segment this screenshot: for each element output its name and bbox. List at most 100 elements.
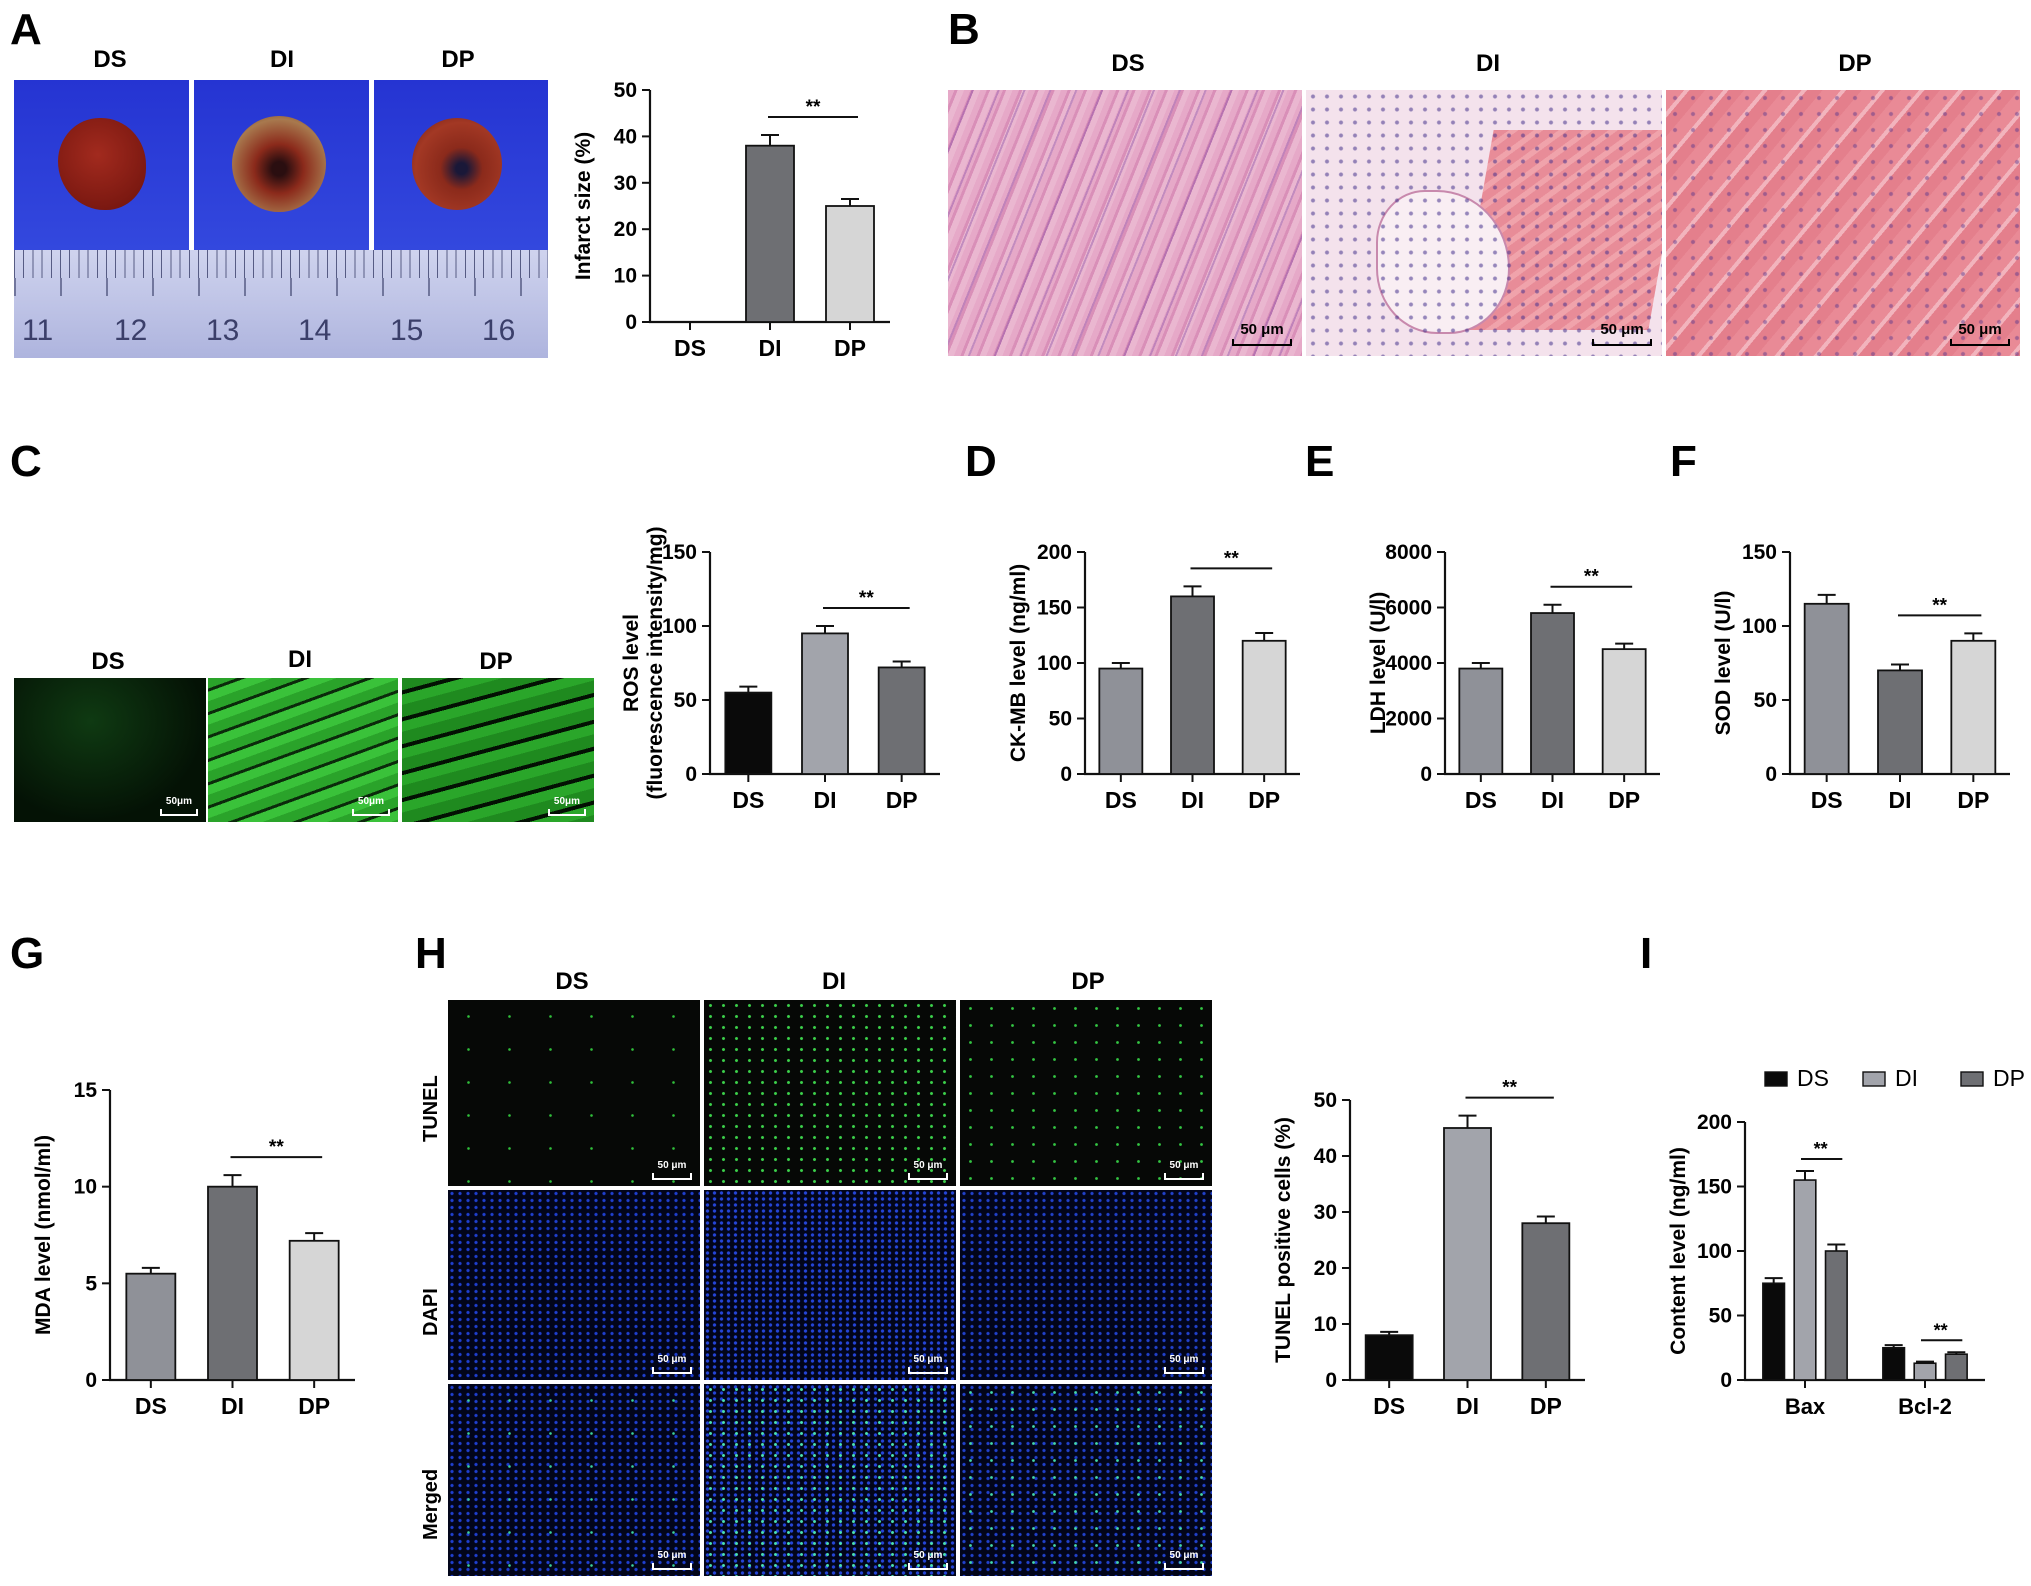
chart-i-content-level: 0 50 100 150 200 Content level (ng/ml) Bax Bcl-… <box>1667 1065 2025 1419</box>
heart-slice-ds <box>58 118 146 210</box>
x-tick-label: DS <box>1811 787 1843 813</box>
y-tick-label: 40 <box>614 125 637 148</box>
panel-letter-d: D <box>965 437 997 486</box>
panel-b-label-di: DI <box>1476 50 1500 77</box>
bar-ds <box>125 1272 177 1381</box>
panel-a-label-ds: DS <box>93 46 127 73</box>
panel-letter-c: C <box>10 437 42 486</box>
y-tick-label: 50 <box>674 689 697 712</box>
y-tick-label: 15 <box>74 1079 98 1102</box>
y-tick-label: 40 <box>1314 1145 1337 1168</box>
y-tick-label: 10 <box>74 1176 97 1199</box>
panel-h-col-ds: DS <box>555 968 589 995</box>
panel-letter-e: E <box>1305 437 1335 486</box>
y-tick-label: 0 <box>1420 763 1432 786</box>
y-tick-label: 100 <box>662 615 697 638</box>
x-tick-label: DI <box>759 335 782 361</box>
significance-label: ** <box>1814 1139 1828 1159</box>
y-tick-label: 10 <box>1314 1313 1337 1336</box>
panel-c-label-dp: DP <box>479 648 513 675</box>
bar-ds <box>1098 667 1144 775</box>
significance-label: ** <box>269 1137 284 1158</box>
panel-c-label-di: DI <box>288 646 312 673</box>
y-tick-label: 0 <box>1765 763 1777 786</box>
scale-bar-label: 50 μm <box>657 1550 687 1561</box>
panel-letter-i: I <box>1640 929 1653 978</box>
x-tick-label: Bax <box>1785 1394 1826 1419</box>
x-tick-label: DI <box>1889 787 1912 813</box>
x-tick-label: DP <box>1608 787 1640 813</box>
x-tick-label: DS <box>1105 787 1137 813</box>
y-axis-label: Content level (ng/ml) <box>1667 1147 1690 1355</box>
legend-swatch-di <box>1862 1071 1886 1087</box>
ruler <box>14 250 548 358</box>
bar-dp <box>1521 1222 1571 1381</box>
heart-slice-dp <box>412 118 502 210</box>
y-tick-label: 5 <box>85 1272 97 1295</box>
chart-c-ros-level: 0 50 100 150 ROS level (fluorescence intensit… <box>620 526 940 813</box>
panel-letter-a: A <box>10 5 42 54</box>
tunel-ds: 50 μm <box>448 1000 700 1186</box>
scale-bar-label: 50 μm <box>1958 321 2002 338</box>
y-axis-label: CK-MB level (ng/ml) <box>1007 564 1030 762</box>
y-tick-label: 150 <box>1742 541 1777 564</box>
x-tick-label: DP <box>1530 1393 1562 1419</box>
scale-bar-label: 50 μm <box>1169 1160 1199 1171</box>
merged-ds: 50 μm <box>448 1384 700 1576</box>
x-tick-label: DS <box>674 335 706 361</box>
ruler-label-12: 12 <box>114 314 148 347</box>
bar-dp <box>877 666 926 775</box>
x-tick-label: DI <box>1456 1393 1479 1419</box>
legend-label-ds: DS <box>1797 1065 1829 1091</box>
bar-di <box>1443 1127 1492 1381</box>
y-tick-label: 50 <box>1049 708 1072 731</box>
bar-bax-ds <box>1762 1282 1786 1381</box>
bar-di <box>1530 612 1575 775</box>
chart-d-ckmb-level: 0 50 100 150 200 CK-MB level (ng/ml) DS DI DP ** <box>1007 541 1300 813</box>
legend-swatch-dp <box>1960 1071 1984 1087</box>
y-tick-label: 30 <box>614 172 637 195</box>
chart-h-tunel-positive: 0 10 20 30 40 50 TUNEL positive cells (%) DS DI D… <box>1272 1078 1585 1419</box>
dapi-ds: 50 μm <box>448 1190 700 1380</box>
y-axis-label: MDA level (nmol/ml) <box>32 1135 55 1335</box>
bar-dp <box>1241 639 1287 775</box>
bar-bcl-2-dp <box>1944 1353 1968 1381</box>
heart-section-photo: 11 12 13 14 15 16 <box>14 80 548 358</box>
bar-dp <box>1950 639 1997 775</box>
scale-bar-label: 50 μm <box>913 1550 943 1561</box>
y-tick-label: 100 <box>1742 615 1777 638</box>
x-tick-label: DS <box>732 787 764 813</box>
bar-di <box>207 1185 258 1381</box>
y-tick-label: 0 <box>1720 1369 1732 1392</box>
panel-b-label-dp: DP <box>1838 50 1872 77</box>
scale-bar-label: 50 μm <box>913 1160 943 1171</box>
bar-ds <box>724 691 773 775</box>
y-tick-label: 0 <box>1060 763 1072 786</box>
significance-label: ** <box>1502 1078 1517 1099</box>
ruler-label-15: 15 <box>390 314 424 347</box>
y-tick-label: 20 <box>614 218 637 241</box>
dapi-di: 50 μm <box>704 1190 956 1380</box>
scale-bar-label: 50 μm <box>657 1160 687 1171</box>
bar-bcl-2-ds <box>1882 1346 1906 1381</box>
x-tick-label: DP <box>1248 787 1280 813</box>
y-tick-label: 0 <box>85 1369 97 1392</box>
scale-bar-label: 50 μm <box>913 1354 943 1365</box>
scale-bar-label: 50 μm <box>1600 321 1644 338</box>
y-axis-label: TUNEL positive cells (%) <box>1272 1117 1295 1363</box>
chart-a-infarct-size: 0 10 20 30 40 50 Infarct size (%) DS DI DP ** <box>572 79 890 361</box>
panel-h-row-dapi: DAPI <box>420 1288 442 1336</box>
bar-dp <box>288 1239 340 1381</box>
bar-dp <box>825 205 875 323</box>
panel-a-label-di: DI <box>270 46 294 73</box>
he-stain-dp: 50 μm <box>1666 90 2020 356</box>
x-tick-label: DP <box>834 335 866 361</box>
y-axis-label: Infarct size (%) <box>572 132 595 280</box>
y-tick-label: 0 <box>1325 1369 1337 1392</box>
y-tick-label: 50 <box>1709 1305 1732 1328</box>
tunel-di: 50 μm <box>704 1000 956 1186</box>
ruler-label-16: 16 <box>482 314 516 347</box>
y-tick-label: 150 <box>1697 1176 1732 1199</box>
bar-di <box>801 632 849 775</box>
scale-bar-label: 50 μm <box>657 1354 687 1365</box>
